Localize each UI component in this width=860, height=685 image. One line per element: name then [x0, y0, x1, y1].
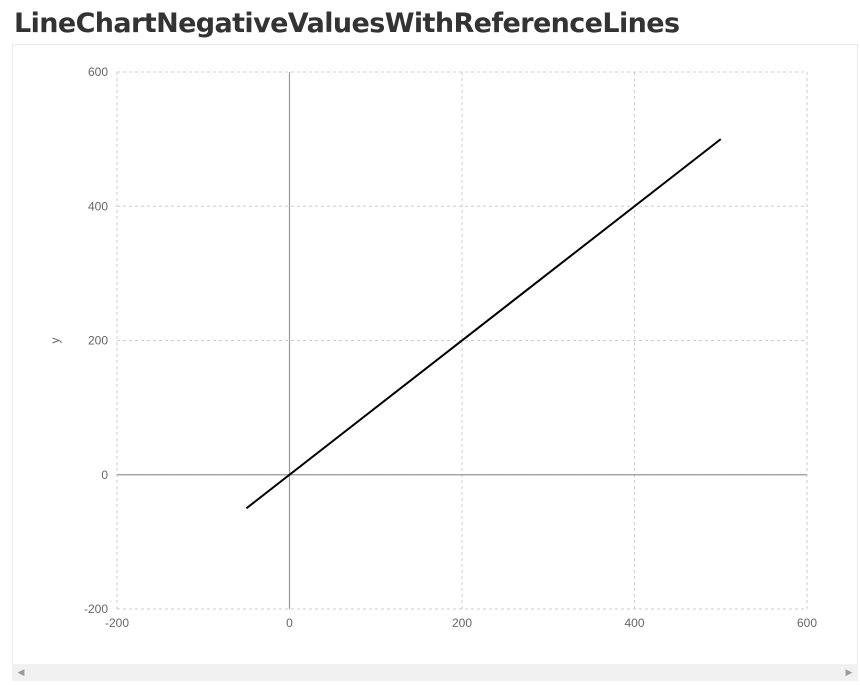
y-tick-label: 600 — [88, 65, 108, 79]
series-layer — [245, 138, 722, 510]
page-title: LineChartNegativeValuesWithReferenceLine… — [14, 8, 680, 39]
line-chart: -200 0 200 400 600 -200 0 200 400 600 y — [48, 65, 817, 630]
y-tick-label: -200 — [84, 602, 108, 616]
y-tick-label: 200 — [88, 334, 108, 348]
reference-lines — [117, 72, 807, 609]
y-axis-title: y — [48, 338, 62, 344]
series-line — [245, 138, 722, 510]
horizontal-scrollbar[interactable]: ◀ ▶ — [12, 664, 858, 681]
scroll-left-icon[interactable]: ◀ — [17, 667, 25, 677]
x-tick-label: 0 — [286, 616, 293, 630]
tick-labels: -200 0 200 400 600 -200 0 200 400 600 — [84, 65, 817, 630]
x-tick-label: -200 — [105, 616, 129, 630]
chart-panel: -200 0 200 400 600 -200 0 200 400 600 y — [12, 44, 858, 664]
y-tick-label: 400 — [88, 199, 108, 213]
y-tick-label: 0 — [101, 468, 108, 482]
scroll-right-icon[interactable]: ▶ — [845, 667, 853, 677]
x-tick-label: 200 — [452, 616, 472, 630]
x-tick-label: 600 — [797, 616, 817, 630]
x-tick-label: 400 — [624, 616, 644, 630]
